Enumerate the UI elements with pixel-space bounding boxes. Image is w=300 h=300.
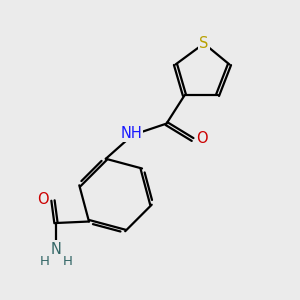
Text: O: O bbox=[196, 130, 207, 146]
Text: S: S bbox=[199, 36, 209, 51]
Text: H: H bbox=[62, 255, 72, 268]
Text: O: O bbox=[38, 191, 49, 206]
Text: H: H bbox=[40, 255, 50, 268]
Text: NH: NH bbox=[120, 126, 142, 141]
Text: N: N bbox=[50, 242, 62, 256]
